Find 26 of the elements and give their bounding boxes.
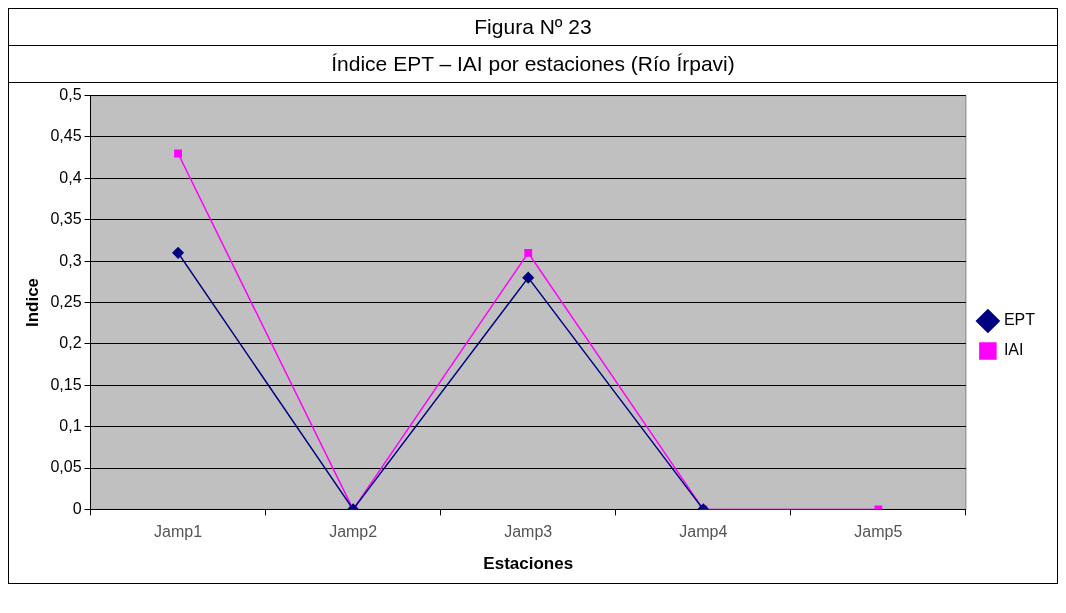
y-tick-label: 0,5: [59, 86, 82, 104]
y-tick-label: 0,3: [59, 251, 82, 269]
point: [524, 248, 533, 257]
point: [522, 271, 534, 284]
point: [174, 149, 183, 158]
x-tick-label: Jamp3: [504, 523, 553, 541]
y-tick-label: 0,4: [59, 168, 82, 186]
chart-subtitle: Índice EPT – IAI por estaciones (Río Írpavi): [9, 46, 1057, 83]
y-tick-label: 0,1: [59, 417, 82, 435]
legend-label: IAI: [1003, 341, 1024, 359]
x-axis-title: Estaciones: [483, 554, 574, 574]
x-tick-label: Jamp1: [154, 523, 203, 541]
y-tick-label: 0,15: [50, 375, 82, 393]
legend-label: EPT: [1003, 311, 1036, 329]
y-tick-label: 0,25: [50, 292, 82, 310]
y-tick-label: 0,45: [50, 127, 82, 145]
x-tick-label: Jamp4: [679, 523, 728, 541]
x-tick-label: Jamp5: [854, 523, 903, 541]
y-tick-label: 0,2: [59, 334, 82, 352]
x-tick-label: Jamp2: [329, 523, 378, 541]
y-tick-label: 0,05: [50, 458, 82, 476]
chart-title: Figura Nº 23: [9, 9, 1057, 46]
y-tick-label: 0,35: [50, 210, 82, 228]
y-tick-label: 0: [72, 499, 82, 517]
point: [172, 247, 184, 259]
y-axis-title: Indice: [22, 277, 42, 328]
